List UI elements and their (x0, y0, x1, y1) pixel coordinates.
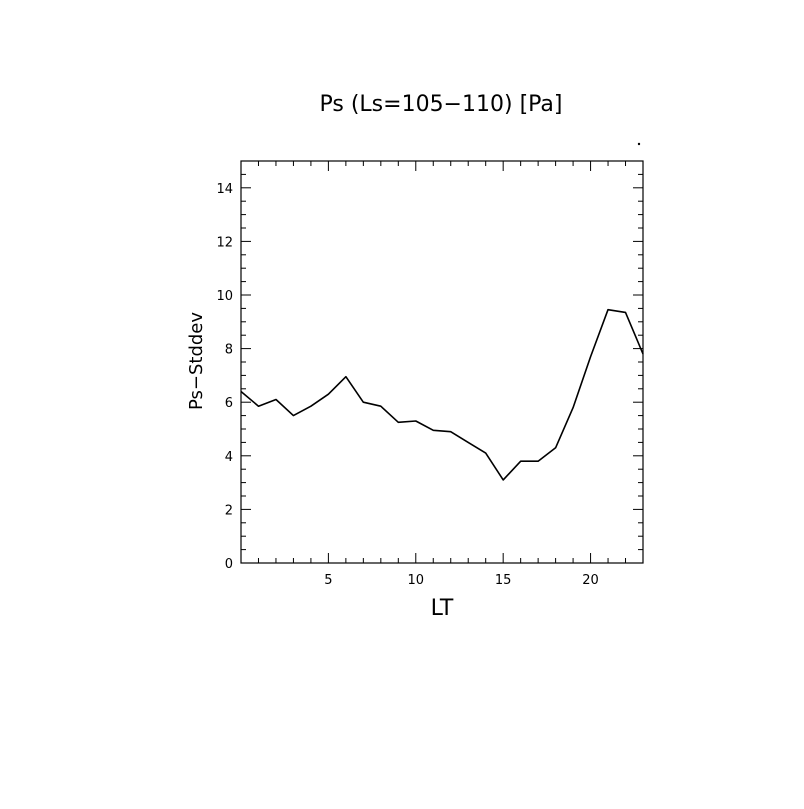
y-tick-label: 8 (225, 343, 233, 358)
x-tick-label: 20 (582, 573, 599, 588)
x-tick-label: 5 (324, 573, 332, 588)
chart-title: Ps (Ls=105−110) [Pa] (320, 92, 563, 117)
series-line (240, 308, 644, 481)
plot-frame (240, 160, 644, 564)
x-tick-label: 10 (408, 573, 425, 588)
y-tick-label: 12 (216, 235, 233, 250)
x-tick-label: 15 (495, 573, 512, 588)
y-tick-label: 4 (225, 450, 233, 465)
y-tick-label: 0 (225, 557, 233, 572)
x-axis-label: LT (431, 596, 454, 621)
ticks-layer: 5 10 15 20 0 2 4 6 8 10 12 14 (216, 161, 643, 588)
y-tick-label: 14 (216, 182, 233, 197)
y-tick-label: 2 (225, 503, 233, 518)
y-axis-label: Ps−Stddev (186, 312, 207, 410)
series-layer (240, 308, 644, 481)
corner-dot (637, 142, 641, 146)
y-tick-label: 6 (225, 396, 233, 411)
y-tick-label: 10 (216, 289, 233, 304)
